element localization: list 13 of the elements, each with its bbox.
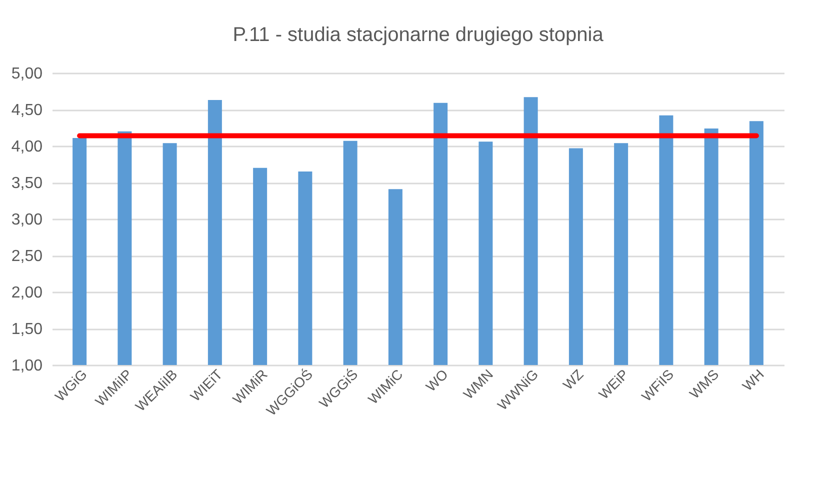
x-tick-label: WO: [422, 366, 452, 394]
y-tick-label: 1,50: [11, 321, 43, 338]
y-tick-label: 2,00: [11, 284, 43, 302]
y-tick-label: 4,50: [11, 102, 43, 119]
y-tick-label: 5,00: [11, 66, 43, 82]
y-tick-label: 3,50: [11, 175, 43, 192]
chart-title: P.11 - studia stacjonarne drugiego stopnia: [232, 24, 604, 46]
y-tick-label: 3,00: [11, 212, 43, 228]
y-tick-label: 2,50: [11, 248, 43, 265]
x-tick-label: WZ: [560, 366, 587, 393]
y-tick-label: 4,00: [11, 138, 43, 156]
x-tick-label: WH: [739, 366, 767, 394]
y-tick-label: 1,00: [11, 358, 43, 374]
